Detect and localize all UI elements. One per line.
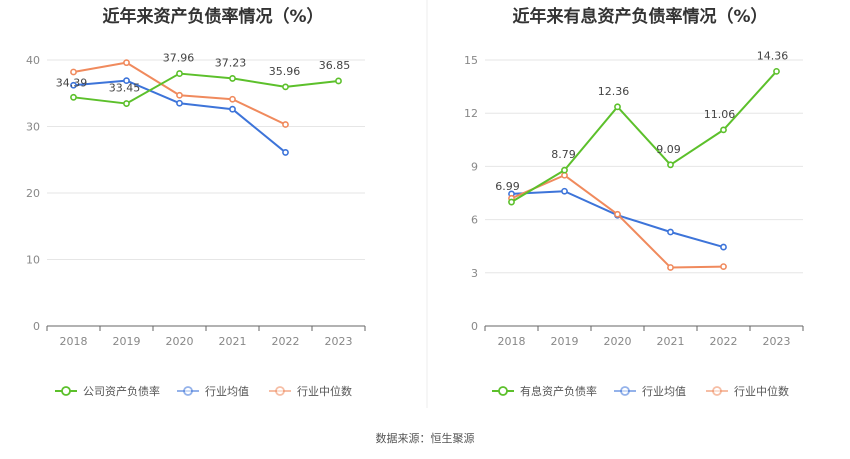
data-label: 14.36 (757, 49, 789, 62)
data-label: 36.85 (319, 59, 351, 72)
y-tick-label: 15 (464, 54, 478, 67)
y-tick-label: 0 (33, 320, 40, 333)
legend-swatch-marker (620, 386, 630, 396)
legend-swatch-marker (183, 386, 193, 396)
x-tick-label: 2023 (763, 335, 791, 348)
data-point (176, 70, 183, 77)
y-tick-label: 6 (471, 214, 478, 227)
x-tick-label: 2023 (325, 335, 353, 348)
legend-item: 行业均值 (614, 385, 686, 398)
data-point (70, 93, 77, 101)
data-point (720, 263, 727, 270)
data-label: 35.96 (269, 65, 301, 78)
x-tick-label: 2018 (60, 335, 88, 348)
data-point (123, 100, 130, 107)
y-tick-label: 0 (471, 320, 478, 333)
series-line (510, 70, 778, 203)
data-label: 33.45 (109, 82, 141, 95)
legend-swatch-marker (61, 386, 71, 396)
x-tick-label: 2022 (710, 335, 738, 348)
data-point (229, 105, 236, 113)
data-point (335, 77, 342, 85)
x-tick-label: 2019 (551, 335, 579, 348)
data-label: 8.79 (551, 148, 576, 161)
legend-label: 有息资产负债率 (520, 384, 597, 398)
data-point (773, 67, 780, 75)
series-line (73, 72, 339, 105)
x-tick-label: 2022 (272, 335, 300, 348)
y-tick-label: 12 (464, 107, 478, 120)
interest-bearing-debt-ratio-chart: 近年来有息资产负债率情况（%） 0 3 6 9 12 15 2018 2019 2020 2021 2… (464, 6, 804, 398)
legend-swatch-marker (712, 386, 722, 396)
legend-label: 行业中位数 (734, 384, 789, 398)
legend-item: 有息资产负债率 (492, 384, 597, 398)
data-point (282, 121, 289, 128)
data-label: 37.23 (215, 56, 247, 69)
y-tick-label: 40 (26, 54, 40, 67)
y-tick-label: 20 (26, 187, 40, 200)
data-source-footer: 数据来源：恒生聚源 (376, 431, 475, 445)
data-point (614, 210, 621, 218)
legend-item: 公司资产负债率 (55, 384, 160, 398)
y-tick-label: 9 (471, 160, 478, 173)
legend-label: 行业均值 (205, 385, 249, 398)
data-point (614, 103, 621, 111)
data-label: 11.06 (704, 108, 736, 121)
data-point (70, 81, 77, 89)
legend-item: 行业中位数 (269, 384, 352, 398)
x-tick-label: 2020 (604, 335, 632, 348)
y-tick-label: 30 (26, 121, 40, 134)
data-point (720, 126, 727, 134)
data-point (282, 83, 289, 91)
data-point (667, 264, 674, 271)
x-tick-label: 2020 (166, 335, 194, 348)
chart-title: 近年来资产负债率情况（%） (102, 6, 323, 27)
x-tick-label: 2018 (498, 335, 526, 348)
legend-item: 行业中位数 (706, 384, 789, 398)
data-label: 37.96 (163, 52, 195, 65)
y-tick-label: 10 (26, 254, 40, 267)
data-point (561, 166, 568, 174)
data-label: 34.39 (56, 76, 88, 89)
data-point (561, 187, 568, 195)
legend-swatch-marker (498, 386, 508, 396)
legend-label: 行业中位数 (297, 384, 352, 398)
data-point (229, 75, 236, 82)
series-line (73, 79, 287, 154)
data-point (667, 161, 674, 169)
x-tick-label: 2021 (657, 335, 685, 348)
data-point (508, 198, 515, 206)
x-tick-label: 2021 (219, 335, 247, 348)
legend-label: 公司资产负债率 (83, 384, 160, 398)
data-point (282, 149, 289, 156)
data-label: 9.09 (656, 143, 681, 156)
debt-ratio-chart: 近年来资产负债率情况（%） 0 10 20 30 40 2018 2019 2020 2021 20… (26, 6, 366, 398)
data-point (176, 91, 183, 99)
data-point (123, 77, 130, 85)
legend-item: 行业均值 (177, 385, 249, 398)
data-point (70, 68, 77, 76)
series-line (511, 174, 724, 269)
legend-swatch-marker (275, 386, 285, 396)
x-tick-label: 2019 (113, 335, 141, 348)
y-tick-label: 3 (471, 267, 478, 280)
legend-label: 行业均值 (642, 385, 686, 398)
data-label: 6.99 (495, 180, 520, 193)
data-point (720, 243, 727, 251)
data-point (176, 99, 183, 107)
data-point (123, 59, 130, 67)
data-label: 12.36 (598, 85, 630, 98)
chart-title: 近年来有息资产负债率情况（%） (512, 6, 767, 27)
data-point (229, 95, 236, 103)
data-point (667, 228, 674, 236)
